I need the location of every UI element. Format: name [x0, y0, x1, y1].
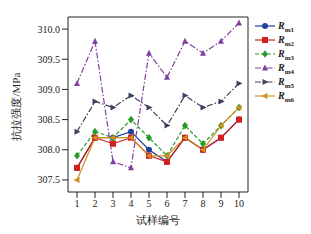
svg-text:10: 10: [234, 198, 244, 209]
svg-text:Rm5: Rm5: [277, 76, 295, 90]
svg-text:310.0: 310.0: [38, 24, 61, 35]
svg-text:309.0: 309.0: [38, 84, 61, 95]
svg-text:抗拉强度/MPa: 抗拉强度/MPa: [10, 73, 22, 141]
svg-text:1: 1: [75, 198, 80, 209]
svg-text:307.5: 307.5: [38, 174, 61, 185]
svg-text:3: 3: [111, 198, 116, 209]
svg-text:4: 4: [129, 198, 134, 209]
svg-text:9: 9: [219, 198, 224, 209]
svg-text:2: 2: [93, 198, 98, 209]
svg-text:Rm3: Rm3: [277, 48, 295, 62]
svg-text:6: 6: [165, 198, 170, 209]
svg-text:试样编号: 试样编号: [136, 214, 180, 226]
svg-text:Rm2: Rm2: [277, 34, 295, 48]
svg-text:Rm6: Rm6: [277, 90, 295, 104]
svg-text:308.5: 308.5: [38, 114, 61, 125]
svg-text:Rm4: Rm4: [277, 62, 295, 76]
svg-text:308.0: 308.0: [38, 144, 61, 155]
svg-text:309.5: 309.5: [38, 54, 61, 65]
svg-text:7: 7: [183, 198, 188, 209]
svg-text:Rm1: Rm1: [277, 20, 295, 34]
svg-text:5: 5: [147, 198, 152, 209]
svg-text:8: 8: [201, 198, 206, 209]
